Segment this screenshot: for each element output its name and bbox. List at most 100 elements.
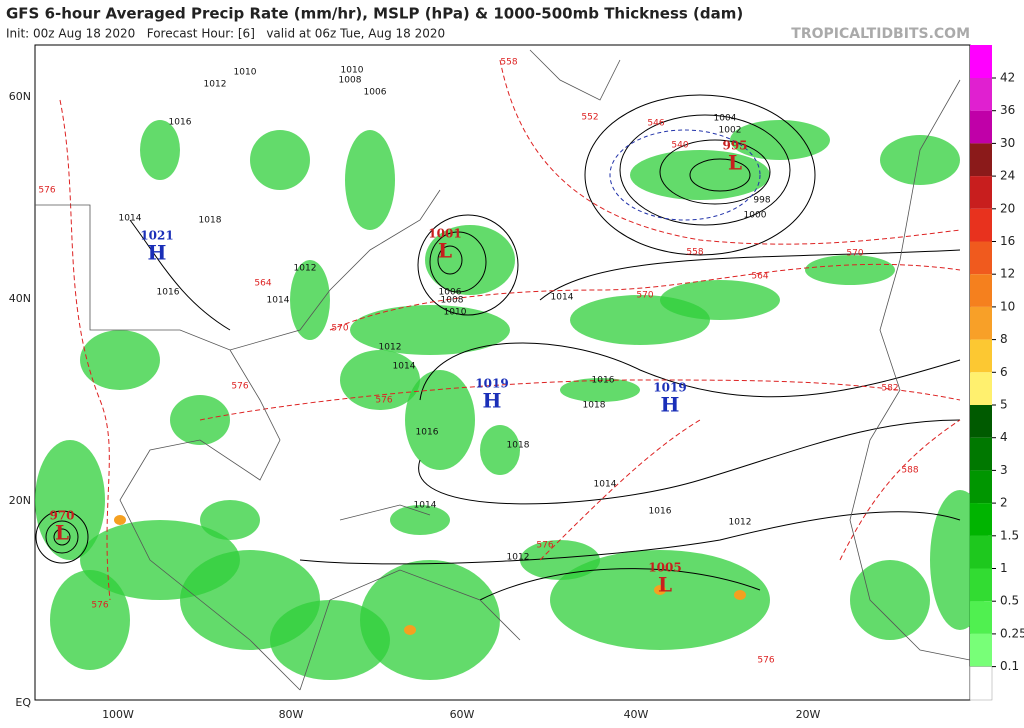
- isobar: [689, 158, 751, 192]
- precip-core: [654, 585, 666, 595]
- thickness-line: [839, 419, 961, 561]
- colorbar-segment: [970, 241, 992, 275]
- center-pressure: 1005: [648, 561, 681, 575]
- isobar-label: 1014: [594, 480, 617, 490]
- isobar-label: 1018: [583, 401, 606, 411]
- colorbar-label: 12: [1000, 267, 1015, 281]
- colorbar-segment: [970, 470, 992, 504]
- colorbar-label: 20: [1000, 201, 1015, 215]
- isobar-label: 1002: [719, 126, 742, 136]
- longitude-label: 40W: [624, 708, 649, 721]
- colorbar-segment: [969, 666, 993, 701]
- colorbar-segment: [970, 143, 992, 177]
- precip-core: [734, 590, 746, 600]
- isobar-label: 1008: [441, 296, 464, 306]
- colorbar-label: 0.25: [1000, 626, 1024, 640]
- isobar: [429, 231, 487, 293]
- isobar-label: 1010: [234, 68, 257, 78]
- colorbar-segment: [970, 568, 992, 602]
- isobar: [584, 94, 816, 256]
- precip-area: [850, 560, 930, 640]
- precip-area: [405, 370, 475, 470]
- thickness-label: 576: [38, 186, 55, 196]
- isobar-label: 1014: [393, 362, 416, 372]
- thickness-label: 576: [375, 396, 392, 406]
- center-letter: L: [658, 573, 672, 597]
- colorbar-label: 16: [1000, 234, 1015, 248]
- precip-area: [630, 150, 770, 200]
- colorbar-label: 1.5: [1000, 528, 1019, 542]
- thickness-line: [59, 99, 111, 601]
- center-pressure: 970: [49, 509, 74, 523]
- isobar: [299, 511, 961, 565]
- precip-area: [250, 130, 310, 190]
- isobar-label: 1010: [341, 66, 364, 76]
- isobar-label: 1016: [649, 507, 672, 517]
- isobar: [129, 219, 231, 331]
- thickness-label: 576: [231, 382, 248, 392]
- precip-area: [50, 570, 130, 670]
- colorbar-segment: [970, 274, 992, 307]
- colorbar-segment: [970, 306, 992, 340]
- colorbar-segment: [970, 437, 992, 471]
- colorbar-segment: [970, 339, 992, 373]
- thickness-line: [539, 419, 701, 561]
- isobar-label: 1008: [339, 76, 362, 86]
- latitude-label: 60N: [9, 90, 31, 103]
- colorbar-segment: [970, 110, 992, 144]
- isobar-label: 1014: [119, 214, 142, 224]
- isobar-label: 1006: [439, 288, 462, 298]
- isobar-label: 998: [753, 196, 770, 206]
- latitude-label: 20N: [9, 494, 31, 507]
- site-name: TROPICALTIDBITS.COM: [791, 26, 970, 42]
- isobar-label: 1018: [507, 441, 530, 451]
- coastline: [119, 349, 301, 691]
- contour-layer: [35, 59, 961, 601]
- colorbar-segment: [970, 45, 992, 78]
- colorbar-label: 5: [1000, 398, 1008, 412]
- precip-core: [404, 625, 416, 635]
- isobar: [418, 419, 961, 505]
- colorbar-label: 10: [1000, 299, 1015, 313]
- colorbar-segment: [970, 78, 992, 111]
- thickness-label: 570: [636, 291, 653, 301]
- isobar-label: 1004: [714, 114, 737, 124]
- thickness-label: 588: [901, 466, 918, 476]
- precip-area: [340, 350, 420, 410]
- precip-area: [425, 225, 515, 295]
- center-letter: H: [483, 389, 502, 413]
- longitude-label: 60W: [450, 708, 475, 721]
- center-letter: L: [55, 521, 69, 545]
- center-pressure: 1021: [140, 229, 173, 243]
- thickness-label: 576: [536, 541, 553, 551]
- isobar: [419, 342, 961, 401]
- longitude-label: 20W: [796, 708, 821, 721]
- precip-area: [290, 260, 330, 340]
- latitude-label: 40N: [9, 292, 31, 305]
- precip-area: [350, 305, 510, 355]
- isobar-label: 1014: [551, 293, 574, 303]
- thickness-label: 570: [331, 324, 348, 334]
- colorbar-segment: [970, 208, 992, 242]
- precip-area: [480, 425, 520, 475]
- isobar-label: 1014: [267, 296, 290, 306]
- isobar-label: 1012: [729, 518, 752, 528]
- center-letter: H: [661, 393, 680, 417]
- center-letter: L: [728, 151, 742, 175]
- isobar-label: 1012: [204, 80, 227, 90]
- thickness-label: 558: [686, 248, 703, 258]
- longitude-label: 100W: [102, 708, 134, 721]
- isobar-label: 1016: [416, 428, 439, 438]
- colorbar-segment: [970, 372, 992, 405]
- coastline: [35, 189, 441, 351]
- thickness-label: 576: [91, 601, 108, 611]
- colorbar-segment: [970, 503, 992, 536]
- thickness-line: [199, 379, 961, 421]
- colorbar-label: 1: [1000, 561, 1008, 575]
- longitude-label: 80W: [279, 708, 304, 721]
- colorbar-segment: [970, 405, 992, 438]
- colorbar-label: 24: [1000, 169, 1015, 183]
- precip-core: [114, 515, 126, 525]
- center-pressure: 1019: [475, 377, 508, 391]
